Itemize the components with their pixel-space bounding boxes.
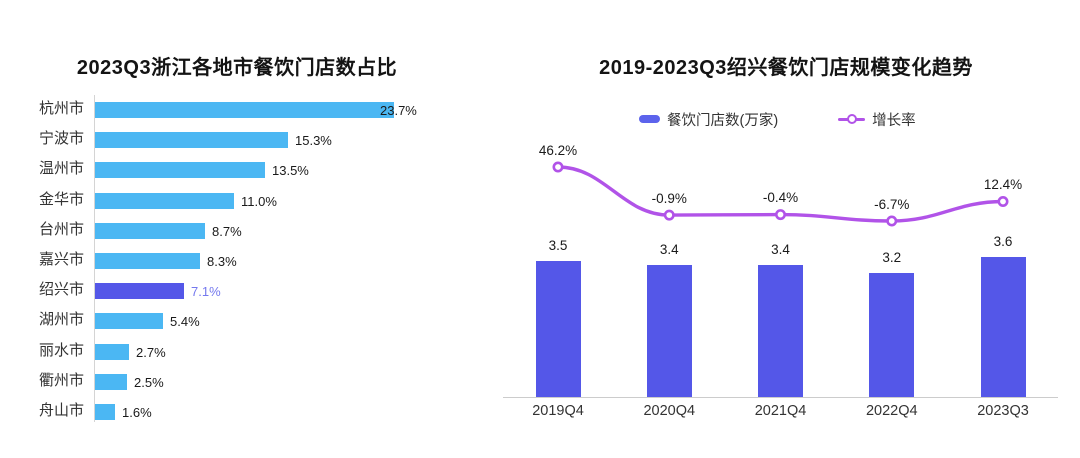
- line-marker-icon: [886, 215, 898, 227]
- category-label: 湖州市: [38, 311, 84, 328]
- line-marker-icon: [552, 161, 564, 173]
- bar: [95, 193, 234, 209]
- bar: [95, 374, 127, 390]
- category-label: 台州市: [38, 221, 84, 238]
- x-axis-tick-label: 2023Q3: [977, 403, 1029, 419]
- bar: [95, 102, 394, 118]
- bar: [95, 223, 205, 239]
- x-axis-tick-label: 2020Q4: [643, 403, 696, 419]
- bar-value-label: 3.6: [993, 234, 1013, 249]
- bar: [980, 257, 1026, 397]
- bar-value-label: 3.2: [882, 250, 902, 265]
- category-label: 绍兴市: [38, 281, 84, 298]
- bar: [95, 344, 129, 360]
- legend-bar-label: 餐饮门店数(万家): [667, 112, 779, 129]
- category-label: 丽水市: [38, 342, 84, 359]
- bar: [95, 313, 163, 329]
- x-axis-tick-label: 2021Q4: [754, 403, 807, 419]
- category-label: 杭州市: [38, 100, 84, 117]
- x-axis-tick-label: 2022Q4: [865, 403, 918, 419]
- line-marker-icon: [774, 209, 786, 221]
- right-chart-title: 2019-2023Q3绍兴餐饮门店规模变化趋势: [599, 57, 973, 79]
- bar: [95, 404, 115, 420]
- bar-value-label: 23.7%: [380, 103, 417, 118]
- legend-bar-swatch: [639, 115, 660, 123]
- line-marker-icon: [663, 209, 675, 221]
- line-value-label: -6.7%: [874, 196, 910, 212]
- bar-value-label: 3.4: [659, 242, 679, 257]
- bar-value-label: 1.6%: [122, 405, 152, 420]
- line-value-label: -0.4%: [762, 190, 799, 206]
- bar: [95, 283, 184, 299]
- bar-value-label: 3.5: [548, 238, 568, 253]
- x-axis-tick-label: 2019Q4: [532, 403, 584, 419]
- line-value-label: 12.4%: [983, 177, 1023, 192]
- bar-value-label: 13.5%: [272, 163, 309, 178]
- bar-value-label: 11.0%: [241, 194, 277, 209]
- category-label: 嘉兴市: [38, 251, 84, 268]
- legend-line-swatch: [838, 113, 866, 125]
- legend-line-marker-icon: [847, 114, 858, 124]
- bar: [869, 273, 915, 397]
- line-marker-icon: [997, 196, 1009, 208]
- bar: [758, 265, 803, 397]
- bar: [95, 132, 288, 148]
- bar: [646, 265, 692, 397]
- bar: [95, 162, 265, 178]
- legend: 餐饮门店数(万家) 增长率: [639, 110, 916, 129]
- bar-value-label: 7.1%: [191, 284, 221, 299]
- bar-value-label: 8.7%: [212, 224, 242, 239]
- category-label: 宁波市: [38, 130, 84, 147]
- bar-value-label: 2.5%: [134, 375, 164, 390]
- category-label: 金华市: [38, 191, 84, 208]
- line-value-label: 46.2%: [538, 142, 578, 158]
- category-label: 衢州市: [38, 372, 84, 389]
- left-chart-title: 2023Q3浙江各地市餐饮门店数占比: [76, 57, 398, 79]
- bar-value-label: 2.7%: [136, 345, 166, 360]
- bar: [535, 261, 581, 397]
- bar-value-label: 3.4: [771, 242, 790, 257]
- line-value-label: -0.9%: [651, 190, 687, 206]
- legend-line-label: 增长率: [872, 112, 916, 129]
- right-chart-x-axis-line: [503, 397, 1058, 398]
- left-chart-y-axis-line: [94, 95, 95, 422]
- category-label: 舟山市: [38, 402, 84, 419]
- bar-value-label: 5.4%: [170, 314, 200, 329]
- category-label: 温州市: [38, 160, 84, 177]
- bar-value-label: 8.3%: [207, 254, 237, 269]
- bar: [95, 253, 200, 269]
- bar-value-label: 15.3%: [295, 133, 332, 148]
